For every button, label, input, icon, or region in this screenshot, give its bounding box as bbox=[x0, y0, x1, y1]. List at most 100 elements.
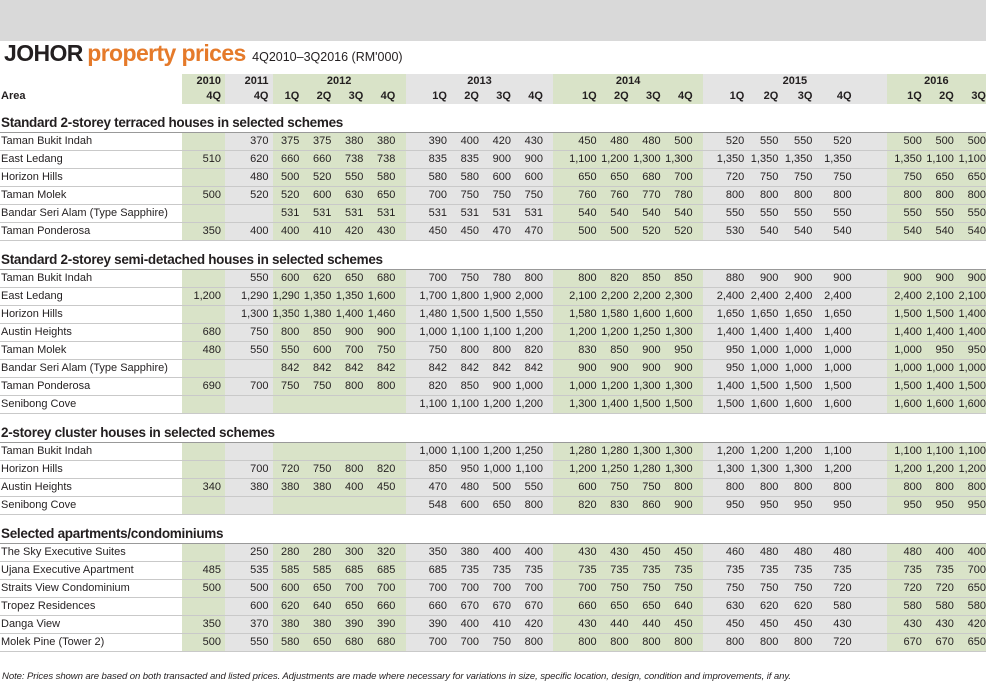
price-cell: 1,100 bbox=[446, 395, 479, 414]
spacer-cell bbox=[692, 359, 703, 378]
price-cell bbox=[363, 496, 396, 515]
price-cell: 1,300 bbox=[660, 442, 693, 461]
quarter-header: 3Q bbox=[953, 89, 986, 104]
gap-cell bbox=[0, 241, 986, 252]
price-cell: 1,200 bbox=[553, 460, 597, 479]
price-cell: 842 bbox=[299, 359, 332, 378]
area-column-header: Area bbox=[1, 90, 26, 102]
price-cell: 1,650 bbox=[702, 305, 745, 324]
price-cell: 700 bbox=[405, 269, 447, 288]
spacer-cell bbox=[542, 132, 554, 151]
price-cell: 1,600 bbox=[363, 287, 396, 306]
year-header-2012: 2012 bbox=[272, 74, 406, 89]
price-cell: 700 bbox=[225, 377, 273, 396]
price-cell: 1,290 bbox=[225, 287, 273, 306]
price-cell: 1,500 bbox=[953, 377, 986, 396]
price-cell: 320 bbox=[363, 543, 396, 562]
price-cell: 430 bbox=[596, 543, 629, 562]
price-cell: 390 bbox=[363, 615, 396, 634]
price-cell: 680 bbox=[181, 323, 226, 342]
price-cell: 450 bbox=[446, 222, 479, 241]
price-cell: 1,400 bbox=[331, 305, 364, 324]
spacer-cell bbox=[851, 222, 887, 241]
price-cell: 550 bbox=[702, 204, 745, 223]
section-title-row: Standard 2-storey semi-detached houses i… bbox=[0, 251, 986, 270]
price-cell: 1,500 bbox=[702, 395, 745, 414]
price-cell: 750 bbox=[272, 377, 300, 396]
price-cell: 400 bbox=[225, 222, 273, 241]
price-cell: 735 bbox=[921, 561, 954, 580]
price-cell: 1,500 bbox=[886, 377, 922, 396]
spacer-cell bbox=[542, 543, 554, 562]
price-cell: 800 bbox=[744, 186, 779, 205]
price-cell: 600 bbox=[478, 168, 511, 187]
price-cell: 700 bbox=[331, 341, 364, 360]
price-cell: 430 bbox=[886, 615, 922, 634]
price-cell: 550 bbox=[886, 204, 922, 223]
price-cell: 1,600 bbox=[953, 395, 986, 414]
price-cell: 450 bbox=[778, 615, 813, 634]
price-cell: 400 bbox=[446, 615, 479, 634]
price-cell bbox=[181, 132, 226, 151]
price-cell: 430 bbox=[553, 543, 597, 562]
price-cell: 1,650 bbox=[812, 305, 852, 324]
spacer-cell bbox=[692, 543, 703, 562]
price-cell: 400 bbox=[272, 222, 300, 241]
price-cell: 880 bbox=[702, 269, 745, 288]
price-cell bbox=[225, 359, 273, 378]
price-cell: 750 bbox=[778, 168, 813, 187]
price-cell: 700 bbox=[225, 460, 273, 479]
quarter-header: 2Q bbox=[744, 89, 779, 104]
price-cell: 1,380 bbox=[299, 305, 332, 324]
price-cell: 800 bbox=[953, 478, 986, 497]
spacer-cell bbox=[395, 478, 406, 497]
price-cell: 680 bbox=[363, 269, 396, 288]
price-cell: 1,000 bbox=[886, 359, 922, 378]
year-header-2016: 2016 bbox=[886, 74, 986, 89]
price-cell: 2,200 bbox=[596, 287, 629, 306]
price-cell bbox=[299, 496, 332, 515]
price-cell: 470 bbox=[478, 222, 511, 241]
price-cell: 1,400 bbox=[953, 305, 986, 324]
price-cell: 950 bbox=[446, 460, 479, 479]
price-cell: 1,550 bbox=[510, 305, 543, 324]
area-name: Straits View Condominium bbox=[0, 579, 182, 598]
price-cell: 1,200 bbox=[744, 442, 779, 461]
spacer-cell bbox=[692, 377, 703, 396]
price-cell: 1,200 bbox=[553, 323, 597, 342]
price-cell: 2,400 bbox=[744, 287, 779, 306]
price-cell: 680 bbox=[628, 168, 661, 187]
price-cell: 340 bbox=[181, 478, 226, 497]
spacer-cell bbox=[395, 222, 406, 241]
price-cell: 650 bbox=[596, 168, 629, 187]
spacer-cell bbox=[851, 204, 887, 223]
price-cell: 450 bbox=[363, 478, 396, 497]
price-cell: 500 bbox=[181, 579, 226, 598]
spacer-cell bbox=[395, 359, 406, 378]
table-row: Horizon Hills 480 500 520 550 580 580 580 600 600… bbox=[0, 168, 986, 187]
price-cell: 738 bbox=[331, 150, 364, 169]
area-name: Taman Ponderosa bbox=[0, 377, 182, 396]
spacer-cell bbox=[692, 287, 703, 306]
price-cell: 350 bbox=[181, 222, 226, 241]
spacer-cell bbox=[851, 579, 887, 598]
price-cell: 820 bbox=[553, 496, 597, 515]
year-header-2015: 2015 bbox=[702, 74, 887, 89]
area-name: Bandar Seri Alam (Type Sapphire) bbox=[0, 204, 182, 223]
spacer-cell bbox=[692, 496, 703, 515]
price-cell: 540 bbox=[953, 222, 986, 241]
price-cell bbox=[225, 395, 273, 414]
quarter-header: 4Q bbox=[363, 89, 396, 104]
table-row: Bandar Seri Alam (Type Sapphire) 842 842 84… bbox=[0, 359, 986, 378]
price-cell bbox=[299, 442, 332, 461]
spacer-cell bbox=[851, 460, 887, 479]
price-cell: 780 bbox=[660, 186, 693, 205]
year-header-2014: 2014 bbox=[553, 74, 703, 89]
price-cell: 1,650 bbox=[778, 305, 813, 324]
price-cell bbox=[181, 442, 226, 461]
price-cell: 1,000 bbox=[778, 359, 813, 378]
spacer-cell bbox=[395, 633, 406, 652]
price-cell: 700 bbox=[363, 579, 396, 598]
price-cell: 842 bbox=[405, 359, 447, 378]
area-name: Taman Molek bbox=[0, 341, 182, 360]
